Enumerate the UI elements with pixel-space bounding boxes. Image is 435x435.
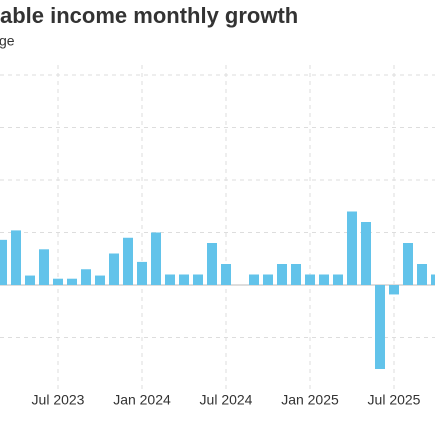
bar	[11, 230, 21, 285]
bar	[277, 264, 287, 285]
bar	[347, 211, 357, 285]
bar	[193, 274, 203, 285]
x-tick-label: Jan 2025	[281, 392, 339, 408]
chart-subtitle: ge	[0, 33, 15, 49]
bar	[207, 243, 217, 285]
bar	[67, 278, 77, 285]
bar	[151, 232, 161, 285]
bar	[53, 278, 63, 285]
bar	[221, 264, 231, 285]
bar	[0, 239, 7, 285]
bar	[305, 274, 315, 285]
bar	[417, 264, 427, 285]
x-tick-label: Jul 2024	[200, 392, 253, 408]
bar	[291, 264, 301, 285]
bar	[263, 274, 273, 285]
bar	[25, 275, 35, 285]
bar	[39, 249, 49, 285]
bar	[95, 275, 105, 285]
bar	[165, 274, 175, 285]
x-tick-label: Jul 2023	[32, 392, 85, 408]
bar	[333, 274, 343, 285]
bar	[123, 237, 133, 285]
bar	[375, 285, 385, 369]
chart-title: able income monthly growth	[0, 3, 298, 28]
bar	[137, 261, 147, 285]
x-tick-label: Jul 2025	[368, 392, 421, 408]
bar	[389, 285, 399, 295]
bar	[249, 274, 259, 285]
bar	[403, 243, 413, 285]
bar	[81, 269, 91, 285]
bar	[431, 274, 435, 285]
x-tick-label: Jan 2024	[113, 392, 171, 408]
bar	[179, 274, 189, 285]
bar	[109, 253, 119, 285]
bar	[361, 222, 371, 285]
bar	[319, 274, 329, 285]
